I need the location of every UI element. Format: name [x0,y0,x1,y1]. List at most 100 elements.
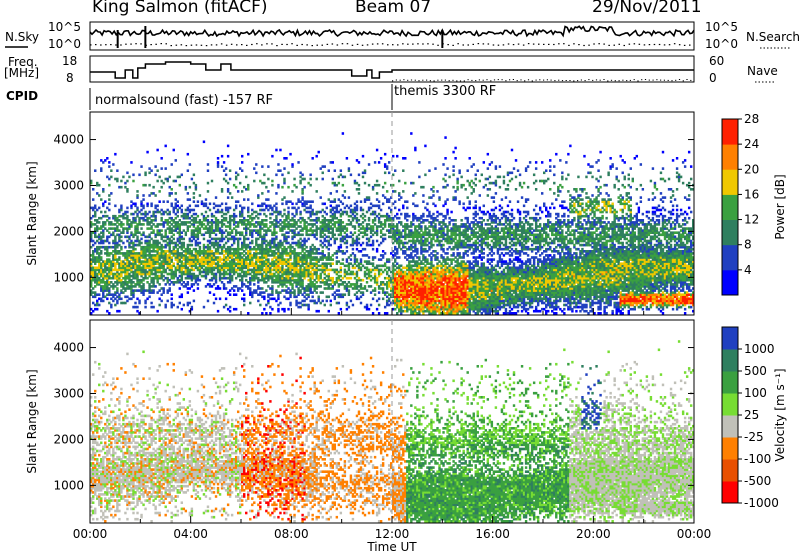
echo-cell [241,161,243,164]
echo-cell [382,287,384,290]
echo-cell [324,165,326,168]
echo-cell [171,163,173,166]
echo-cell [156,169,158,172]
echo-cell [326,300,328,303]
echo-cell [374,273,376,276]
echo-cell [197,205,199,208]
echo-cell [261,165,263,168]
echo-cell [96,308,98,311]
noise-search-dot [296,45,298,46]
echo-cell [360,302,362,305]
echo-cell [301,234,303,237]
echo-cell [98,221,100,224]
echo-cell [281,174,283,177]
echo-cell [318,151,320,154]
echo-cell [372,240,374,243]
noise-search-dot [452,45,454,46]
echo-cell [374,211,376,214]
echo-cell [265,186,267,189]
noise-search-dot [548,44,550,45]
echo-cell [229,293,231,296]
nave-dot [422,80,423,81]
echo-cell [243,298,245,301]
echo-cell [219,298,221,301]
echo-cell [402,205,404,208]
echo-cell [326,213,328,216]
echo-cell [98,207,100,210]
echo-cell [334,169,336,172]
echo-cell [402,190,404,193]
echo-cell [352,248,354,251]
echo-cell [384,153,386,156]
nave-dot [486,79,487,80]
echo-cell [372,262,374,265]
echo-cell [245,176,247,179]
echo-cell [102,188,104,191]
echo-cell [368,163,370,166]
echo-cell [108,217,110,220]
echo-cell [322,291,324,294]
echo-cell [211,180,213,183]
echo-cell [318,217,320,220]
echo-cell [177,200,179,203]
echo-cell [330,192,332,195]
echo-cell [98,304,100,307]
echo-cell [142,198,144,201]
noise-search-dot [684,45,686,46]
nave-dot [581,80,582,81]
echo-cell [356,205,358,208]
nave-dot [656,79,657,80]
echo-cell [164,145,166,148]
echo-cell [237,174,239,177]
echo-cell [348,196,350,199]
echo-cell [366,281,368,284]
echo-cell [173,149,175,152]
echo-cell [398,192,400,195]
echo-cell [362,242,364,245]
nave-dot [449,80,450,81]
nave-dot [471,80,472,81]
echo-cell [120,205,122,208]
nave-dot [649,80,650,81]
echo-cell [332,161,334,164]
noise-search-dot [493,44,495,45]
echo-cell [203,238,205,241]
echo-cell [287,207,289,210]
echo-cell [150,302,152,305]
echo-cell [221,209,223,212]
echo-cell [144,184,146,187]
noise-search-dot [417,43,419,44]
nave-dot [660,80,661,81]
echo-cell [207,215,209,218]
echo-cell [362,291,364,294]
echo-cell [138,174,140,177]
echo-cell [241,289,243,292]
echo-cell [120,246,122,249]
echo-cell [289,302,291,305]
echo-cell [342,132,344,135]
echo-cell [225,217,227,220]
noise-search-dot [231,44,233,45]
nave-dot [456,80,457,81]
echo-cell [275,236,277,239]
echo-cell [235,186,237,189]
noise-search-dot [342,43,344,44]
echo-cell [100,250,102,253]
nave-dot [554,80,555,81]
echo-cell [130,161,132,164]
echo-cell [199,246,201,249]
noise-search-dot [251,44,253,45]
echo-cell [261,312,263,315]
echo-cell [378,298,380,301]
nave-dot [569,80,570,81]
echo-cell [110,169,112,172]
echo-cell [173,238,175,241]
noise-search-dot [286,44,288,45]
echo-cell [217,161,219,164]
echo-cell [175,180,177,183]
echo-cell [364,182,366,185]
echo-cell [158,190,160,193]
echo-cell [338,312,340,315]
echo-cell [181,308,183,311]
echo-cell [318,248,320,251]
